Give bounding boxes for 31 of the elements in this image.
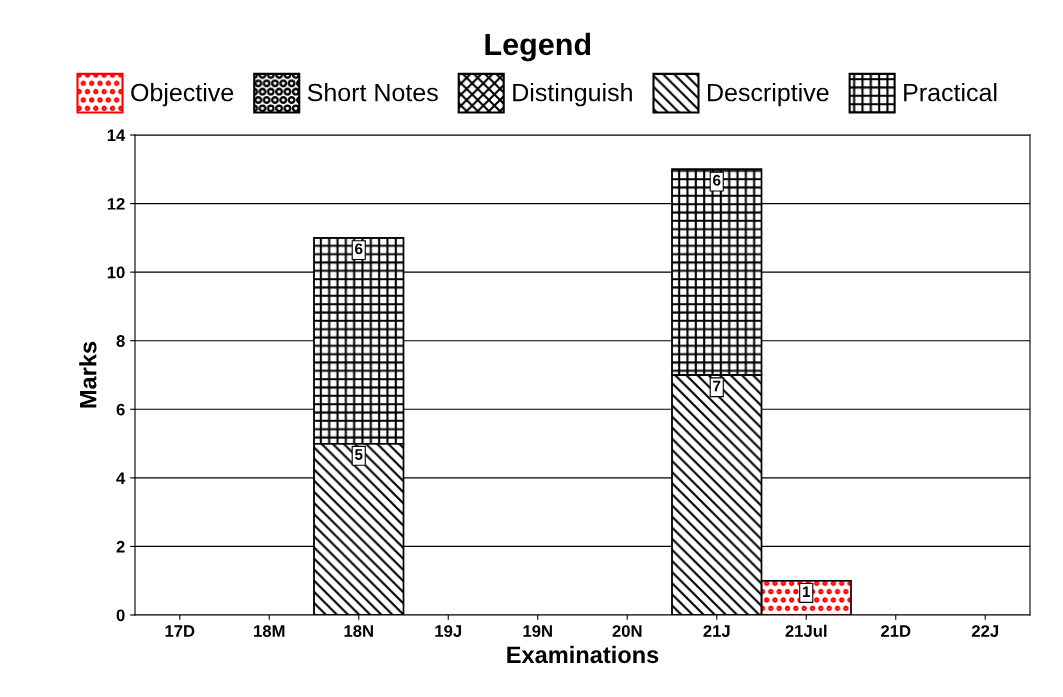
data-label: 5 — [354, 449, 363, 460]
x-tick-label: 19J — [435, 625, 462, 637]
legend-label: Practical — [904, 83, 997, 102]
x-tick-label: 19N — [523, 625, 552, 637]
data-label: 1 — [802, 586, 811, 597]
legend-label: Short Notes — [307, 83, 438, 102]
x-tick-label: 18N — [344, 625, 373, 637]
y-tick-label: 6 — [116, 403, 125, 416]
y-tick-label: 8 — [116, 335, 125, 347]
y-tick-label: 0 — [116, 609, 125, 622]
x-tick-label: 17D — [165, 625, 195, 637]
x-tick-label: 22J — [971, 625, 999, 637]
y-axis-title: Marks — [79, 341, 97, 408]
y-tick-label: 10 — [107, 266, 125, 279]
y-tick-label: 2 — [116, 540, 125, 553]
x-tick-label: 21Jul — [785, 624, 827, 637]
x-tick-label: 18M — [254, 625, 285, 637]
data-label: 7 — [713, 380, 721, 392]
legend-title: Legend — [485, 32, 591, 62]
legend-label: Objective — [131, 83, 234, 107]
y-tick-label: 14 — [107, 129, 126, 142]
y-tick-label: 4 — [116, 472, 126, 484]
y-tick-label: 12 — [107, 197, 125, 210]
data-label: 6 — [355, 243, 363, 255]
x-tick-label: 20N — [612, 625, 642, 637]
legend-label: Descriptive — [708, 83, 829, 107]
x-tick-label: 21D — [881, 625, 911, 637]
x-axis-title: Examinations — [507, 645, 659, 664]
data-label: 6 — [713, 174, 721, 186]
x-tick-label: 21J — [703, 625, 730, 637]
legend-label: Distinguish — [513, 83, 632, 107]
